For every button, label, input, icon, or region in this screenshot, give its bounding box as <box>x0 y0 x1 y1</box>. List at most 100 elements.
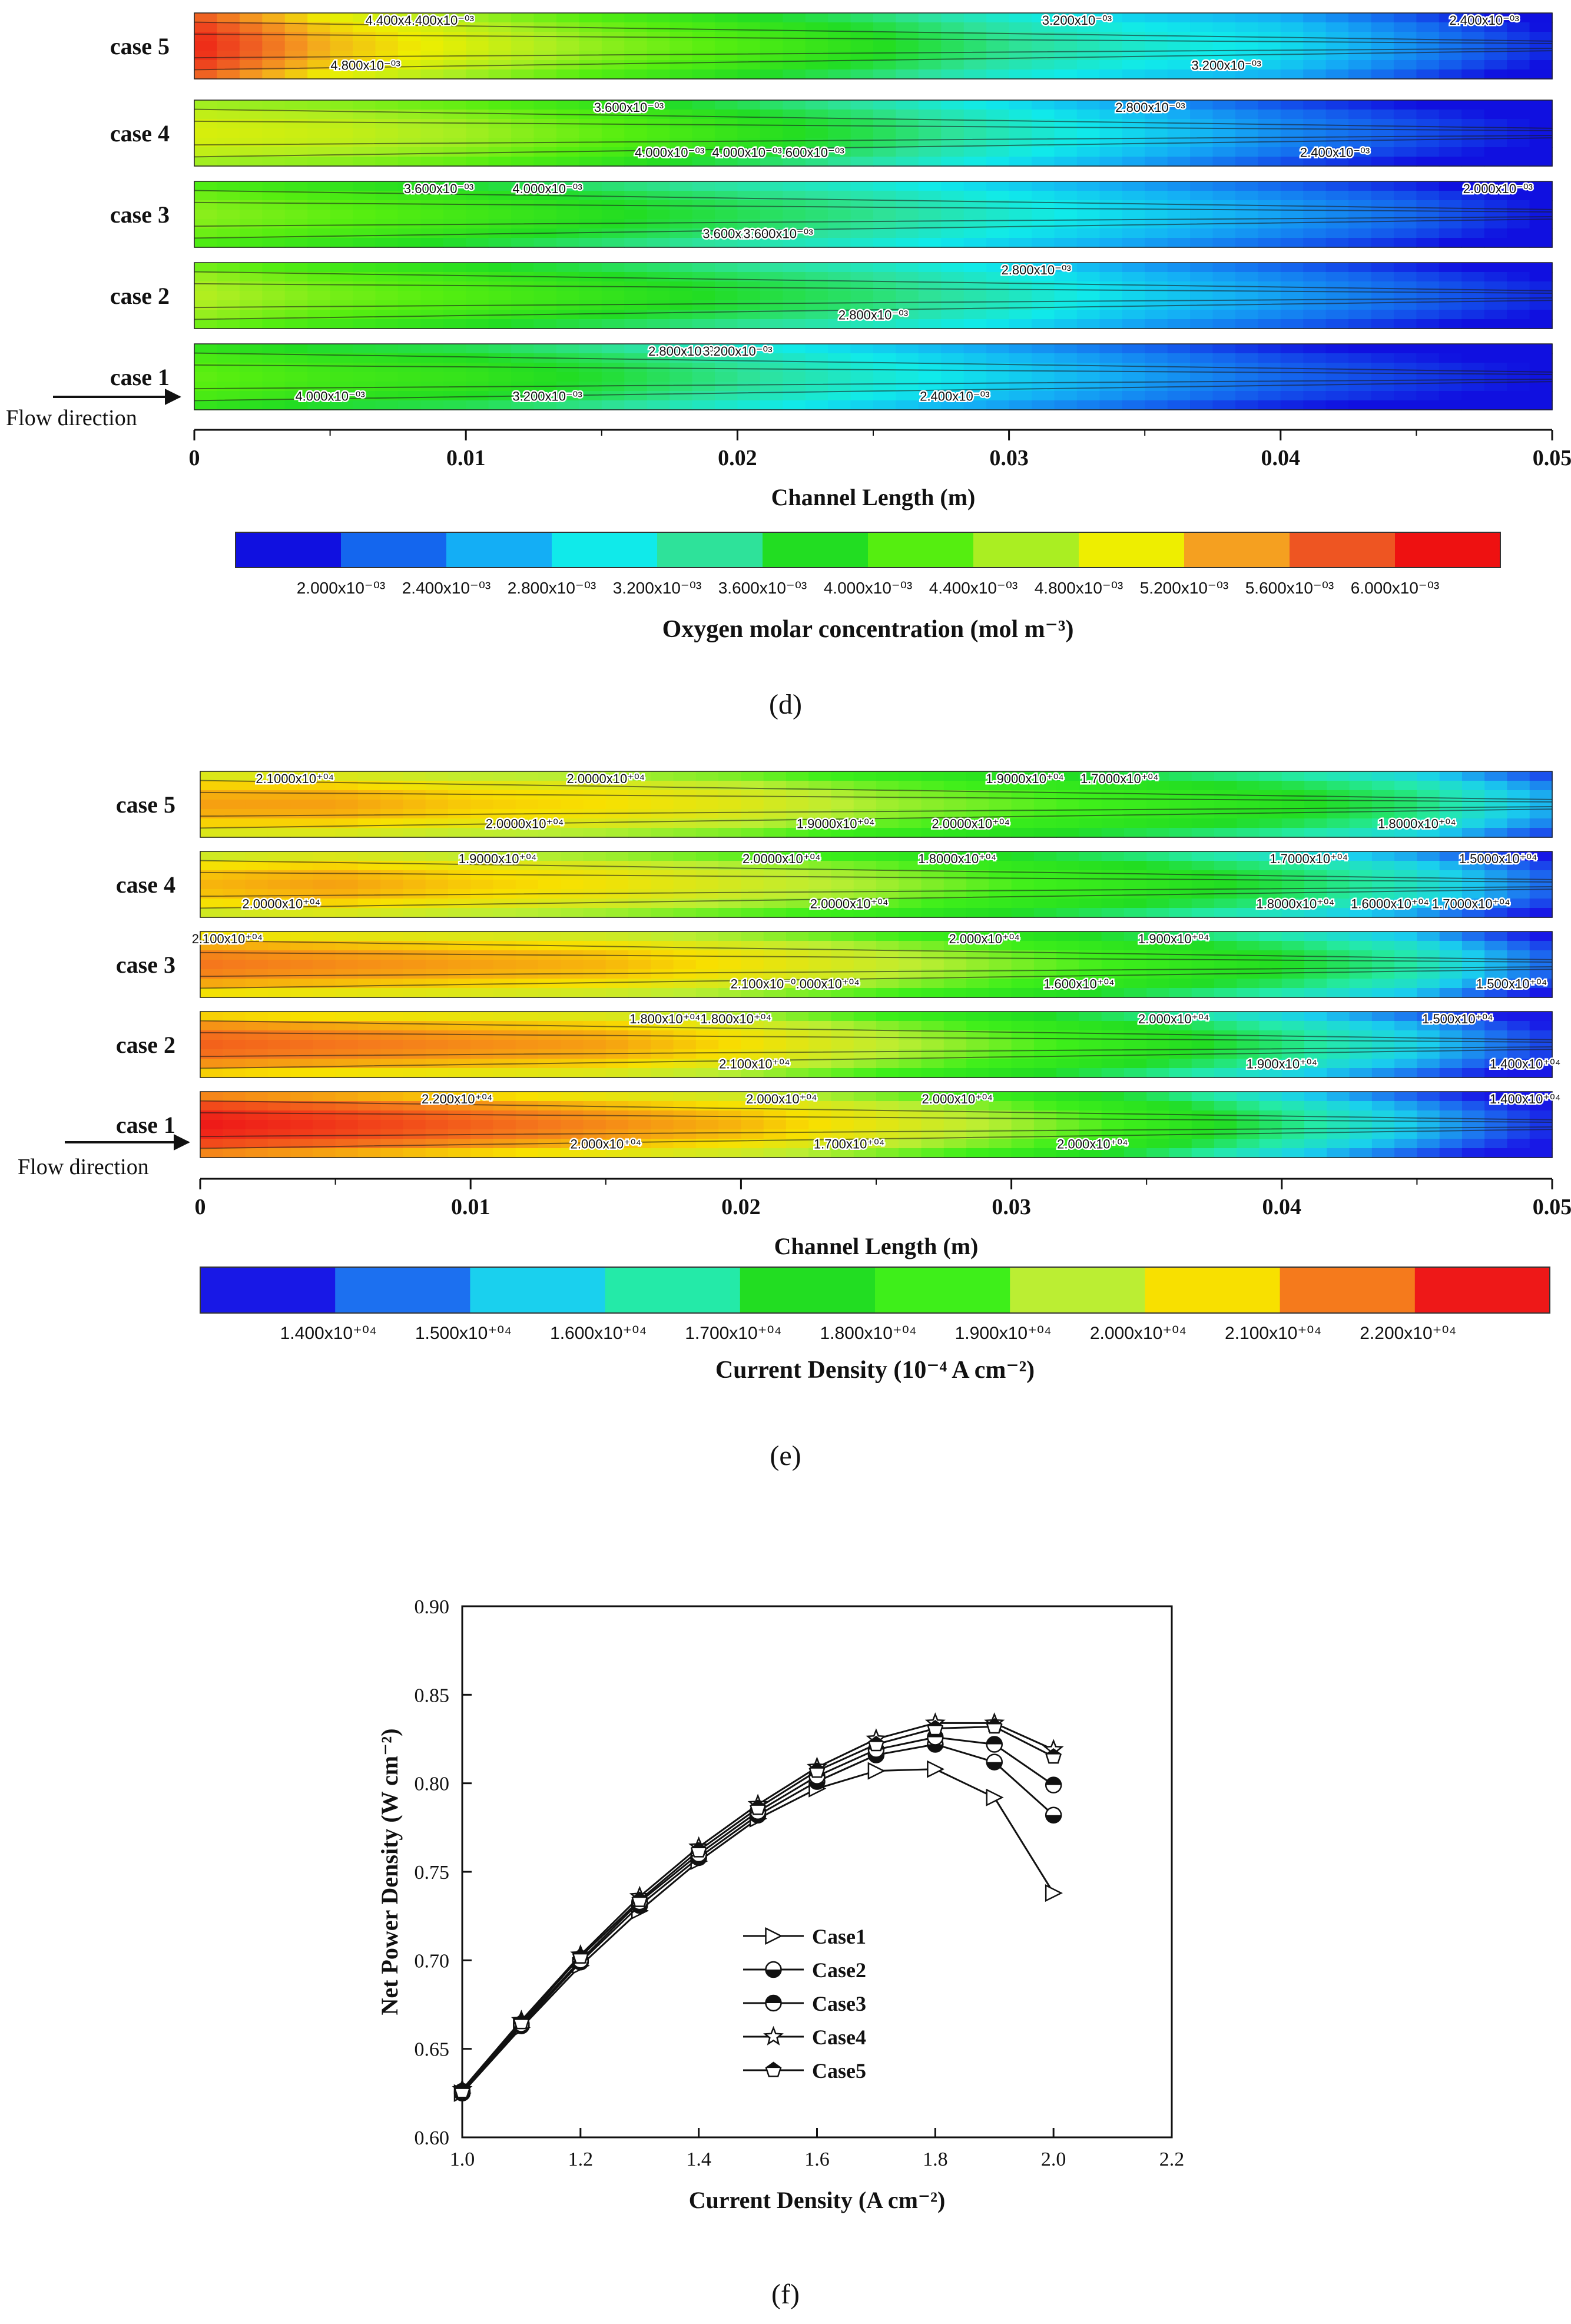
heatmap-cell <box>1235 22 1259 32</box>
heatmap-cell <box>1054 372 1078 382</box>
heatmap-cell <box>239 13 263 23</box>
heatmap-cell <box>1235 69 1259 79</box>
heatmap-cell <box>1212 344 1236 354</box>
heatmap-cell <box>850 263 874 273</box>
contour-label: 2.100x10⁺⁰⁴ <box>192 931 263 946</box>
heatmap-cell <box>876 979 900 989</box>
heatmap-cell <box>1079 969 1102 979</box>
heatmap-cell <box>783 13 806 23</box>
heatmap-cell <box>1011 800 1035 810</box>
heatmap-cell <box>783 32 806 42</box>
heatmap-cell <box>760 69 784 79</box>
heatmap-cell <box>1371 210 1394 220</box>
heatmap-cell <box>921 941 944 951</box>
heatmap-cell <box>375 300 399 310</box>
heatmap-cell <box>783 344 806 354</box>
heatmap-cell <box>808 979 832 989</box>
data-point <box>986 1718 1003 1734</box>
heatmap-cell <box>943 1101 967 1111</box>
heatmap-cell <box>1325 210 1349 220</box>
heatmap-cell <box>533 400 557 410</box>
heatmap-cell <box>200 1101 224 1111</box>
heatmap-row-border <box>200 931 1553 998</box>
heatmap-cell <box>918 291 942 301</box>
heatmap-cell <box>579 13 602 23</box>
heatmap-cell <box>1169 1059 1192 1069</box>
contour-label: 1.500x10⁺⁰⁴ <box>1476 976 1547 991</box>
heatmap-cell <box>673 931 697 941</box>
heatmap-cell <box>1417 1059 1440 1069</box>
heatmap-cell <box>783 319 806 329</box>
heatmap-cell <box>986 228 1010 238</box>
heatmap-cell <box>624 382 648 392</box>
heatmap-cell <box>873 310 897 320</box>
heatmap-cell <box>1259 1040 1282 1050</box>
heatmap-cell <box>443 372 466 382</box>
heatmap-cell <box>1371 899 1395 909</box>
heatmap-cell <box>194 60 218 70</box>
legend-label: Case5 <box>812 2059 866 2083</box>
heatmap-cell <box>1327 781 1350 791</box>
heatmap-cell <box>200 960 224 970</box>
heatmap-cell <box>1371 861 1395 871</box>
heatmap-row-case-1: case 1 <box>110 343 1553 410</box>
heatmap-cell <box>1281 1068 1305 1078</box>
heatmap-cell <box>1011 1101 1035 1111</box>
heatmap-cell <box>1439 809 1463 819</box>
heatmap-cell <box>918 128 942 138</box>
heatmap-cell <box>223 1068 246 1078</box>
marker-fill <box>927 1744 943 1752</box>
heatmap-cell <box>899 960 922 970</box>
heatmap-cell <box>1101 1012 1125 1022</box>
heatmap-cell <box>200 931 224 941</box>
heatmap-cell <box>217 310 240 320</box>
heatmap-cell <box>1529 263 1553 273</box>
heatmap-cell <box>1145 263 1168 273</box>
heatmap-cell <box>828 191 851 201</box>
heatmap-cell <box>267 1101 291 1111</box>
heatmap-cell <box>828 22 851 32</box>
heatmap-cell <box>330 41 353 51</box>
heatmap-cell <box>1009 372 1032 382</box>
heatmap-cell <box>989 861 1012 871</box>
heatmap-cell <box>737 22 761 32</box>
heatmap-cell <box>1191 988 1215 998</box>
heatmap-cell <box>1033 1068 1057 1078</box>
heatmap-cell <box>876 781 900 791</box>
heatmap-cell <box>1439 1139 1463 1149</box>
heatmap-cell <box>624 344 648 354</box>
heatmap-cell <box>375 138 399 148</box>
heatmap-cell <box>488 13 512 23</box>
heatmap-cell <box>223 1129 246 1139</box>
heatmap-cell <box>786 1059 809 1069</box>
heatmap-cell <box>375 263 399 273</box>
heatmap-cell <box>1011 931 1035 941</box>
x-tick-label: 0.04 <box>1261 446 1301 470</box>
heatmap-cell <box>1099 391 1123 401</box>
heatmap-cell <box>876 1030 900 1040</box>
heatmap-cell <box>1304 880 1328 890</box>
heatmap-cell <box>397 13 422 23</box>
heatmap-cell <box>873 210 897 220</box>
heatmap-cell <box>714 138 738 148</box>
heatmap-cell <box>737 32 761 42</box>
heatmap-cell <box>223 1049 246 1059</box>
heatmap-cell <box>1280 391 1304 401</box>
heatmap-cell <box>873 22 897 32</box>
heatmap-cell <box>403 1110 426 1120</box>
heatmap-cell <box>556 263 580 273</box>
heatmap-cell <box>1507 899 1530 909</box>
heatmap-cell <box>1529 960 1553 970</box>
contour-label: 4.800x10⁻⁰³ <box>330 58 400 72</box>
heatmap-cell <box>403 1092 426 1102</box>
heatmap-cell <box>1122 22 1145 32</box>
heatmap-cell <box>330 147 353 157</box>
heatmap-cell <box>763 771 787 781</box>
heatmap-cell <box>1009 13 1032 23</box>
heatmap-cell <box>1325 69 1349 79</box>
y-tick-label: 0.75 <box>415 1862 450 1884</box>
heatmap-cell <box>850 400 874 410</box>
heatmap-row-border <box>200 771 1553 838</box>
heatmap-cell <box>1327 800 1350 810</box>
heatmap-cell <box>194 147 218 157</box>
